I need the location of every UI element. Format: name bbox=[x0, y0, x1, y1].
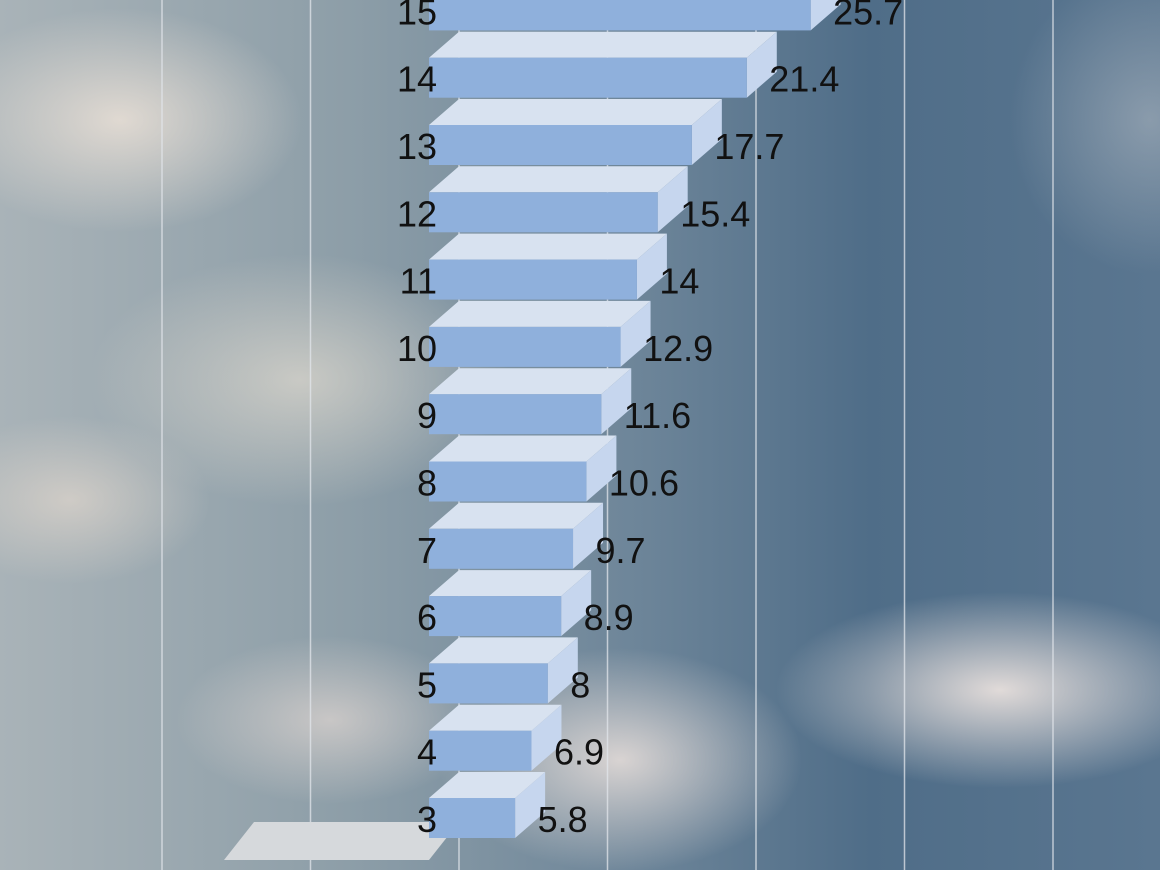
bar-side-face bbox=[601, 368, 632, 435]
bar-top-face bbox=[429, 166, 688, 193]
category-label: 10 bbox=[397, 328, 437, 369]
bar-side-face bbox=[657, 166, 688, 233]
bar-top-face bbox=[429, 99, 722, 125]
bar-top-face bbox=[429, 300, 651, 327]
value-label: 6.9 bbox=[554, 732, 604, 773]
bar-side-face bbox=[586, 435, 617, 502]
value-label: 15.4 bbox=[680, 193, 750, 234]
category-label: 6 bbox=[417, 597, 437, 638]
bar-front-face bbox=[429, 192, 658, 233]
bar-6: 6 8.9 bbox=[417, 570, 634, 638]
value-label: 17.7 bbox=[714, 126, 784, 167]
bar-front-face bbox=[429, 57, 747, 98]
bar-13: 13 17.7 bbox=[397, 99, 784, 167]
bar-12: 12 15.4 bbox=[397, 166, 750, 234]
bar-top-face bbox=[429, 31, 777, 58]
category-label: 3 bbox=[417, 799, 437, 840]
bar-3: 3 5.8 bbox=[417, 772, 588, 840]
bar-8: 8 10.6 bbox=[417, 435, 679, 504]
bar-side-face bbox=[561, 570, 592, 637]
category-label: 14 bbox=[397, 59, 437, 100]
bar-10: 10 12.9 bbox=[397, 300, 713, 369]
bar-top-face bbox=[429, 435, 617, 462]
value-label: 14 bbox=[659, 261, 699, 302]
bar-4: 4 6.9 bbox=[417, 704, 604, 773]
bar-front-face bbox=[429, 394, 602, 435]
bar-side-face bbox=[810, 0, 841, 31]
bar-side-face bbox=[515, 772, 546, 838]
bar-top-face bbox=[429, 704, 562, 731]
value-label: 25.7 bbox=[833, 0, 903, 32]
bar-top-face bbox=[429, 233, 667, 260]
bar-side-face bbox=[691, 99, 722, 165]
category-label: 7 bbox=[417, 530, 437, 571]
bar-front-face bbox=[429, 528, 574, 569]
category-label: 8 bbox=[417, 463, 437, 504]
value-label: 21.4 bbox=[769, 59, 839, 100]
value-label: 8.9 bbox=[584, 597, 634, 638]
bar-top-face bbox=[429, 368, 632, 395]
bar-9: 9 11.6 bbox=[417, 368, 691, 436]
bar-7: 7 9.7 bbox=[417, 502, 646, 571]
value-label: 12.9 bbox=[643, 328, 713, 369]
bar-top-face bbox=[429, 570, 592, 597]
value-label: 9.7 bbox=[596, 530, 646, 571]
category-label: 5 bbox=[417, 664, 437, 705]
bar-top-face bbox=[429, 502, 604, 529]
value-label: 5.8 bbox=[538, 799, 588, 840]
value-label: 10.6 bbox=[609, 463, 679, 504]
category-label: 9 bbox=[417, 395, 437, 436]
partial-bar bbox=[224, 822, 459, 860]
bar-front-face bbox=[429, 259, 637, 300]
category-label: 4 bbox=[417, 732, 437, 773]
value-label: 8 bbox=[570, 664, 590, 705]
bar-front-face bbox=[429, 663, 548, 704]
bar-front-face bbox=[429, 326, 621, 367]
bar-front-face bbox=[429, 596, 562, 637]
category-label: 15 bbox=[397, 0, 437, 32]
bar-14: 14 21.4 bbox=[397, 31, 839, 100]
category-label: 11 bbox=[400, 261, 437, 302]
bar-side-face bbox=[620, 300, 651, 367]
value-label: 11.6 bbox=[624, 395, 691, 436]
bar-side-face bbox=[636, 233, 667, 300]
bar-side-face bbox=[746, 31, 777, 98]
category-label: 13 bbox=[397, 126, 437, 167]
bar-side-face bbox=[573, 502, 604, 569]
bar-top-face bbox=[429, 637, 578, 664]
category-label: 12 bbox=[397, 193, 437, 234]
bar-front-face bbox=[429, 125, 692, 165]
bar-front-face bbox=[429, 461, 587, 502]
bar-top-face bbox=[429, 772, 546, 798]
bar-11: 11 14 bbox=[400, 233, 699, 302]
bar-front-face bbox=[429, 798, 516, 838]
bar-front-face bbox=[429, 0, 811, 31]
bar-side-face bbox=[547, 637, 578, 704]
bar-front-face bbox=[429, 730, 532, 771]
bar-side-face bbox=[531, 704, 562, 771]
bar-15: 15 25.7 bbox=[397, 0, 903, 32]
